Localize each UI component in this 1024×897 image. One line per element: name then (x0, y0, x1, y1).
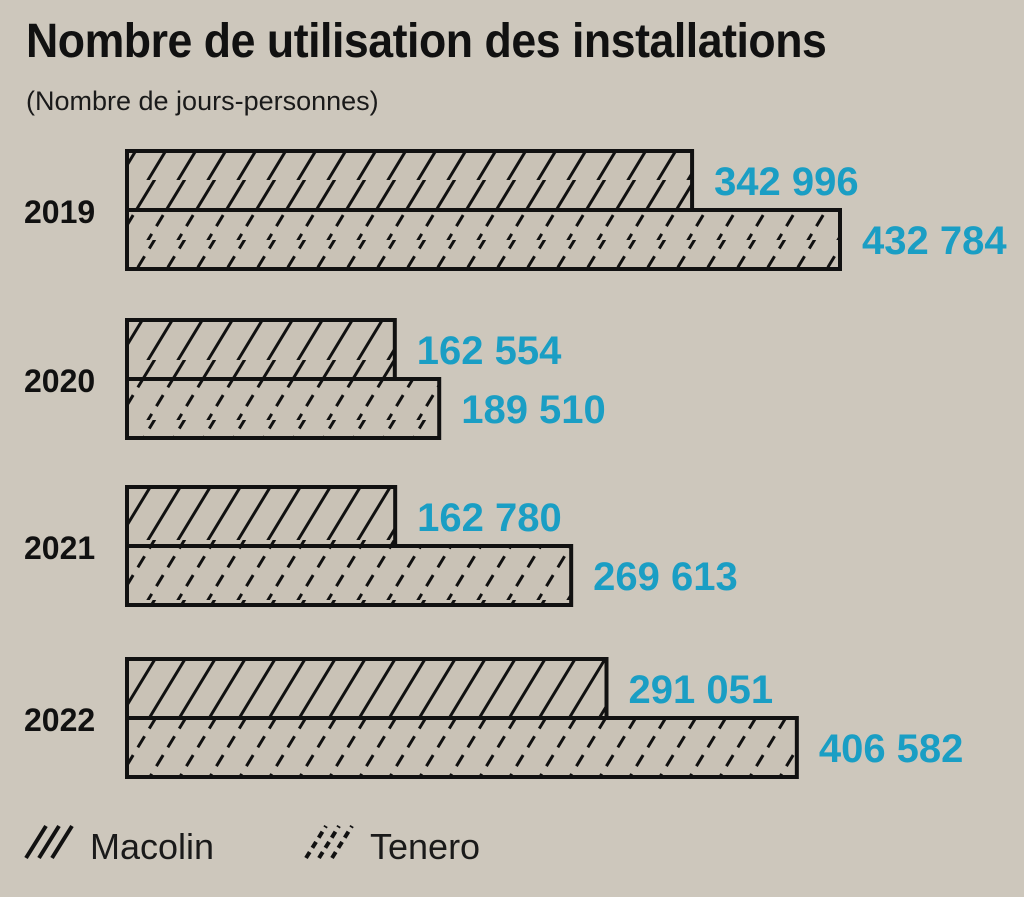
legend-hatch-line (24, 824, 48, 860)
value-label-tenero-2019: 432 784 (862, 219, 1007, 263)
bar-tenero-2020 (125, 377, 442, 440)
value-label-macolin-2021: 162 780 (417, 496, 562, 540)
value-label-tenero-2022: 406 582 (819, 727, 964, 771)
bar-macolin-2021 (125, 485, 398, 548)
legend-hatch-line (50, 824, 74, 860)
legend-hatch-line (317, 824, 341, 860)
bar-macolin-2020 (125, 318, 397, 381)
year-label-2020: 2020 (24, 363, 95, 399)
value-label-macolin-2022: 291 051 (628, 668, 773, 712)
chart-subtitle: (Nombre de jours-personnes) (26, 86, 379, 116)
legend: Macolin Tenero (24, 824, 480, 867)
bar-macolin-2019 (125, 149, 695, 212)
legend-hatch-line (330, 824, 354, 860)
legend-hatch-line (304, 824, 328, 860)
chart-title: Nombre de utilisation des installations (26, 15, 827, 68)
value-label-tenero-2020: 189 510 (461, 388, 606, 432)
legend-label-macolin: Macolin (90, 826, 214, 867)
year-label-2021: 2021 (24, 530, 95, 566)
value-label-macolin-2019: 342 996 (714, 160, 859, 204)
year-label-2019: 2019 (24, 194, 95, 230)
year-label-2022: 2022 (24, 702, 95, 738)
legend-swatch-tenero (304, 824, 354, 860)
legend-swatch-macolin (24, 824, 74, 860)
legend-hatch-line (37, 824, 61, 860)
value-label-tenero-2021: 269 613 (593, 555, 738, 599)
bar-tenero-2019 (125, 208, 842, 271)
bar-tenero-2021 (125, 544, 574, 607)
bar-macolin-2022 (125, 657, 609, 720)
bar-tenero-2022 (125, 716, 799, 779)
value-label-macolin-2020: 162 554 (417, 329, 562, 373)
legend-label-tenero: Tenero (370, 826, 480, 867)
